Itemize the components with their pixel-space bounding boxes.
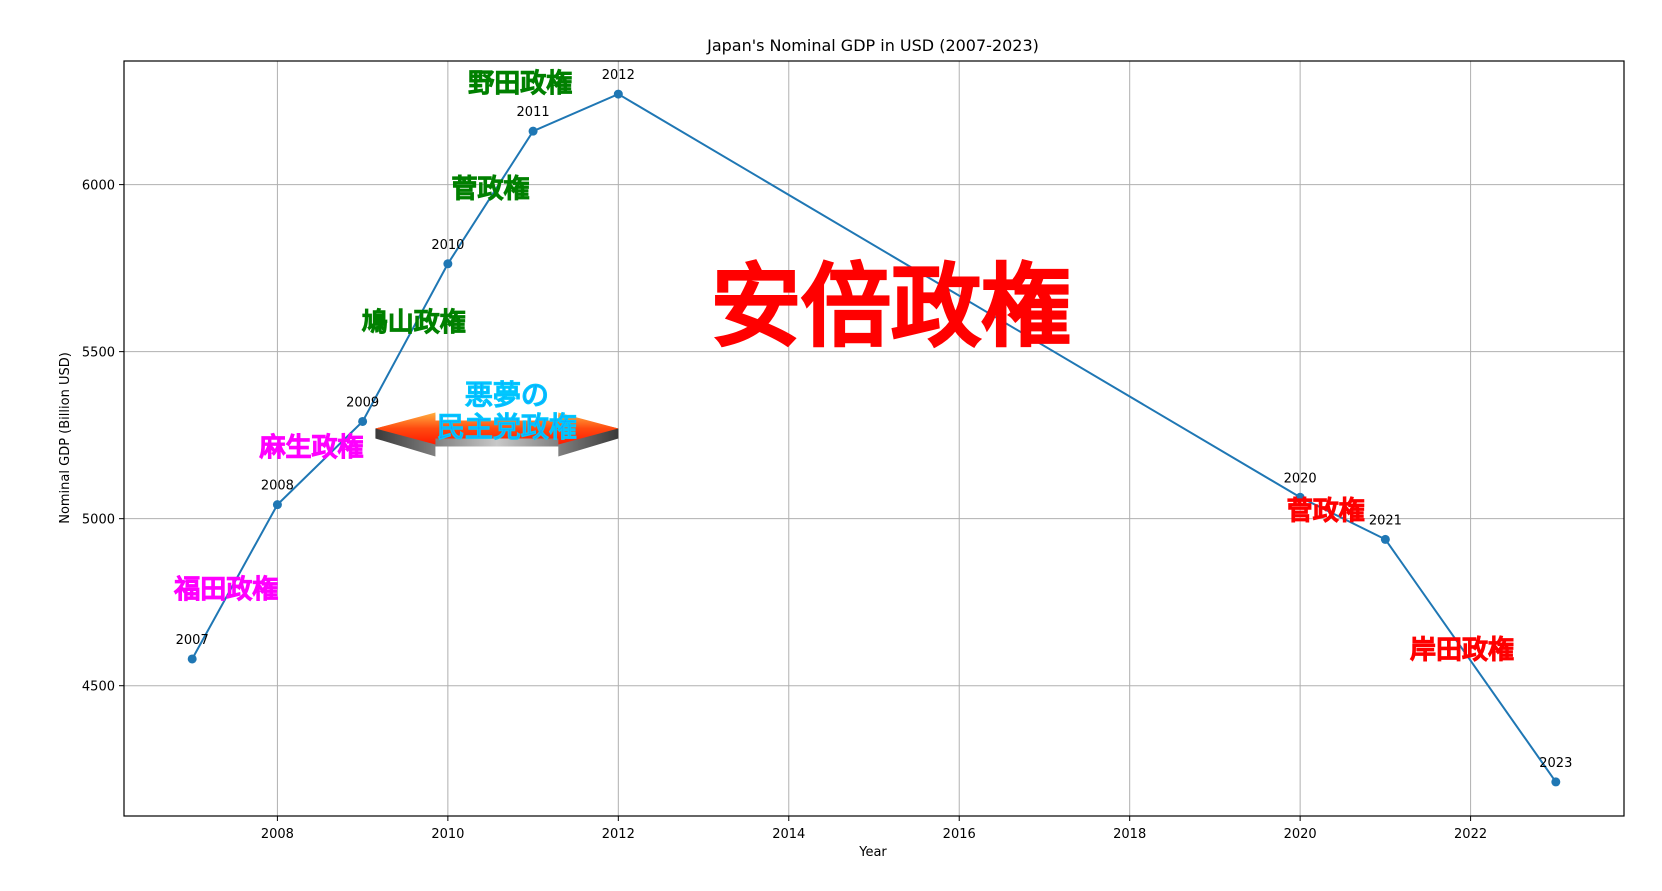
- x-axis-title: Year: [858, 845, 887, 860]
- data-point-marker: [1380, 534, 1390, 544]
- administration-label: 鳩山政権: [362, 307, 466, 338]
- banner-arrow-top: [375, 412, 619, 445]
- data-point-marker: [1551, 777, 1561, 787]
- data-point-label: 2011: [517, 105, 550, 120]
- banner-text-line1: 悪夢の: [465, 378, 549, 411]
- data-point-label: 2023: [1539, 756, 1572, 771]
- data-point-marker: [1295, 492, 1305, 502]
- administration-label: 安倍政権: [711, 254, 1071, 359]
- administration-label: 野田政権: [468, 68, 572, 99]
- y-axis-title: Nominal GDP (Billion USD): [58, 352, 73, 524]
- administration-label: 福田政権: [173, 574, 278, 605]
- administration-label: 麻生政権: [258, 432, 363, 463]
- x-tick-label: 2020: [1284, 827, 1317, 842]
- data-point-label: 2012: [602, 68, 635, 83]
- y-tick-label: 6000: [82, 179, 115, 194]
- x-tick-label: 2010: [431, 827, 464, 842]
- data-point-label: 2010: [431, 238, 464, 253]
- administration-label: 菅政権: [1287, 496, 1365, 527]
- data-point-labels: 2007 2008 2009 2010 2011 2012 2020 2021 2023: [176, 68, 1573, 771]
- y-tick-label: 4500: [82, 680, 115, 695]
- plot-frame: [123, 60, 1625, 817]
- data-point-label: 2008: [261, 479, 294, 494]
- x-tick-label: 2014: [772, 827, 805, 842]
- x-tick-label: 2018: [1113, 827, 1146, 842]
- grid-lines: [124, 61, 1624, 816]
- administration-label: 岸田政権: [1410, 634, 1514, 665]
- x-axis-ticks: 2008 2010 2012 2014 2016 2018 2020 2022: [261, 816, 1487, 842]
- data-point-marker: [528, 126, 538, 136]
- banner-text-line2: 民主党政権: [437, 410, 577, 443]
- administration-label: 菅政権: [451, 173, 529, 204]
- data-point-marker: [272, 500, 282, 510]
- y-axis-ticks: 4500 5000 5500 6000: [82, 179, 124, 695]
- data-point-markers: [187, 89, 1561, 787]
- chart-title: Japan's Nominal GDP in USD (2007-2023): [706, 36, 1039, 55]
- x-tick-label: 2022: [1454, 827, 1487, 842]
- data-point-label: 2009: [346, 395, 379, 410]
- data-point-marker: [613, 89, 623, 99]
- x-tick-label: 2016: [943, 827, 976, 842]
- data-point-label: 2021: [1369, 513, 1402, 528]
- x-tick-label: 2008: [261, 827, 294, 842]
- y-tick-label: 5000: [82, 513, 115, 528]
- data-point-marker: [443, 259, 453, 269]
- data-point-marker: [358, 416, 368, 426]
- data-point-label: 2007: [176, 633, 209, 648]
- data-point-marker: [187, 654, 197, 664]
- x-tick-label: 2012: [602, 827, 635, 842]
- data-point-label: 2020: [1284, 471, 1317, 486]
- y-tick-label: 5500: [82, 346, 115, 361]
